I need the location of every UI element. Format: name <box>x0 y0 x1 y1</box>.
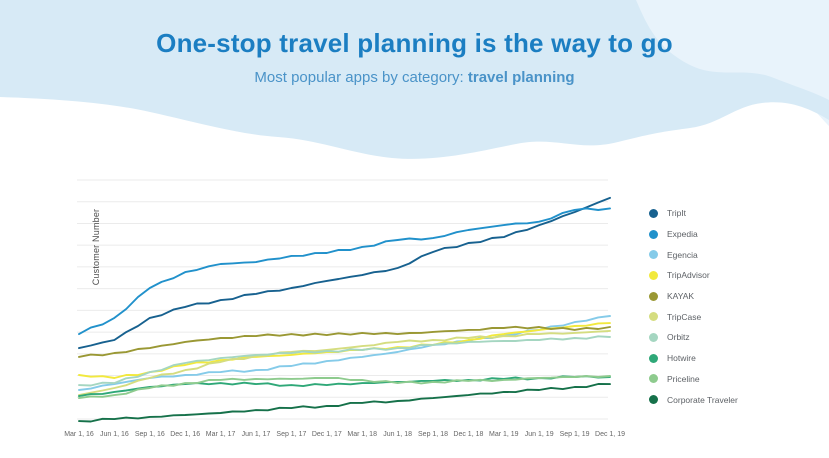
legend-label: Orbitz <box>667 332 690 343</box>
legend-dot-icon <box>649 270 658 280</box>
legend-item: Expedia <box>649 224 738 245</box>
series-line-corporate-traveler <box>78 383 611 423</box>
legend-item: Egencia <box>649 244 738 265</box>
chart-series-lines <box>78 196 611 423</box>
page-subtitle: Most popular apps by category: travel pl… <box>0 69 829 86</box>
series-line-tripcase <box>78 329 611 397</box>
legend-label: TripAdvisor <box>667 270 710 281</box>
legend-dot-icon <box>649 291 658 301</box>
legend-label: Expedia <box>667 229 698 240</box>
legend-label: Hotwire <box>667 353 696 364</box>
wave-main-shape <box>0 0 829 159</box>
legend-label: TripIt <box>667 208 687 219</box>
x-axis-tick-label: Sep 1, 16 <box>134 431 165 438</box>
legend-dot-icon <box>649 208 658 218</box>
series-line-expedia <box>78 207 611 336</box>
chart-legend: TripIt Expedia Egencia TripAdvisor KAYAK Trip… <box>649 203 738 410</box>
legend-dot-icon <box>649 250 658 260</box>
legend-item: Orbitz <box>649 327 738 348</box>
header-wave-background <box>0 0 829 159</box>
x-axis-tick-label: Sep 1, 17 <box>276 431 307 438</box>
x-axis-tick-label: Dec 1, 19 <box>595 431 625 438</box>
legend-dot-icon <box>649 332 658 342</box>
x-axis-tick-label: Jun 1, 18 <box>383 431 412 438</box>
series-line-orbitz <box>78 335 611 387</box>
legend-item: Priceline <box>649 369 738 390</box>
series-line-kayak <box>78 325 611 358</box>
x-axis-tick-label: Dec 1, 17 <box>311 431 342 438</box>
series-line-priceline <box>78 375 611 400</box>
x-axis-tick-label: Sep 1, 19 <box>559 431 590 438</box>
x-axis-tick-label: Jun 1, 19 <box>524 431 554 438</box>
legend-item: Corporate Traveler <box>649 389 738 410</box>
legend-dot-icon <box>649 312 658 322</box>
legend-label: Egencia <box>667 249 698 260</box>
legend-item: KAYAK <box>649 286 738 307</box>
subtitle-prefix: Most popular apps by category: <box>254 69 468 86</box>
page-title: One-stop travel planning is the way to g… <box>156 28 673 58</box>
series-line-tripit <box>78 196 611 350</box>
legend-item: Hotwire <box>649 348 738 369</box>
legend-dot-icon <box>649 353 658 363</box>
legend-item: TripCase <box>649 306 738 327</box>
legend-dot-icon <box>649 395 658 405</box>
legend-label: Corporate Traveler <box>667 394 738 405</box>
legend-item: TripIt <box>649 203 738 224</box>
x-axis-tick-label: Dec 1, 16 <box>170 431 201 438</box>
legend-dot-icon <box>649 229 658 239</box>
legend-label: Priceline <box>667 373 700 384</box>
x-axis-tick-label: Jun 1, 16 <box>99 431 129 438</box>
chart-gridlines <box>77 179 608 420</box>
x-axis-tick-label: Jun 1, 17 <box>241 431 271 438</box>
x-axis-tick-label: Mar 1, 19 <box>489 431 519 438</box>
legend-label: KAYAK <box>667 291 695 302</box>
x-axis-tick-label: Mar 1, 17 <box>205 431 236 438</box>
subtitle-highlight: travel planning <box>467 69 575 86</box>
x-axis-tick-label: Dec 1, 18 <box>453 431 484 438</box>
legend-label: TripCase <box>667 311 702 322</box>
x-axis-tick-label: Sep 1, 18 <box>418 431 448 438</box>
x-axis-tick-label: Mar 1, 16 <box>64 431 94 438</box>
legend-dot-icon <box>649 374 658 384</box>
legend-item: TripAdvisor <box>649 265 738 286</box>
x-axis-tick-label: Mar 1, 18 <box>347 431 377 438</box>
